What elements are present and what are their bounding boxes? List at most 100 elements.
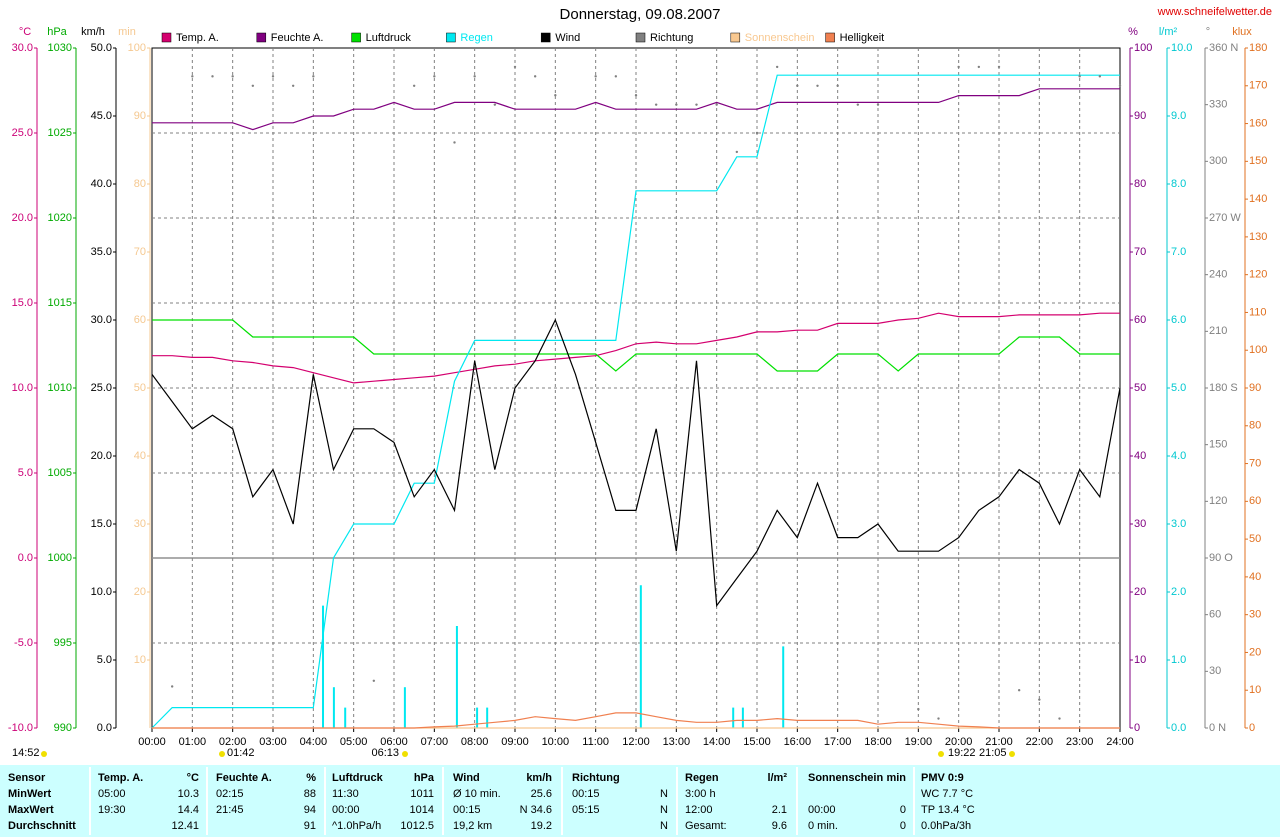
x-tick-label: 02:00	[219, 736, 247, 748]
table-cell: 0.0hPa/3h	[921, 820, 971, 832]
y-tick-label: 40	[1134, 450, 1146, 462]
y-axis-unit: °C	[19, 26, 31, 38]
table-header: l/m²	[767, 772, 787, 784]
direction-dot	[614, 75, 618, 78]
y-tick-label: 15.0	[91, 518, 112, 530]
direction-dot	[493, 103, 497, 106]
table-cell: N	[660, 788, 668, 800]
y-tick-label: 30.0	[91, 314, 112, 326]
y-tick-label: 0 N	[1209, 722, 1226, 734]
y-axis-unit: klux	[1232, 26, 1252, 38]
table-cell: N	[660, 820, 668, 832]
y-tick-label: 5.0	[97, 654, 112, 666]
y-tick-label: 150	[1209, 439, 1227, 451]
annotation: 06:13	[371, 747, 399, 759]
x-tick-label: 03:00	[259, 736, 287, 748]
y-tick-label: 1000	[48, 552, 72, 564]
sun-moon-icon	[402, 751, 408, 757]
legend-label: Sonnenschein	[745, 32, 815, 44]
x-tick-label: 17:00	[824, 736, 852, 748]
direction-dot	[1118, 84, 1122, 87]
x-tick-label: 04:00	[300, 736, 328, 748]
y-tick-label: 1010	[48, 382, 72, 394]
y-tick-label: 100	[128, 42, 146, 54]
legend-label: Richtung	[650, 32, 693, 44]
direction-dot	[836, 84, 839, 87]
direction-dot	[876, 103, 880, 106]
x-tick-label: 18:00	[864, 736, 892, 748]
y-tick-label: 120	[1249, 269, 1267, 281]
y-tick-label: 270 W	[1209, 212, 1241, 224]
y-tick-label: 20.0	[12, 212, 33, 224]
annotation: 14:52	[12, 747, 40, 759]
y-tick-label: 240	[1209, 269, 1227, 281]
x-tick-label: 08:00	[461, 736, 489, 748]
y-tick-label: 60	[1209, 609, 1221, 621]
y-tick-label: 995	[54, 637, 72, 649]
table-cell: MinWert	[8, 788, 52, 800]
table-cell: N 34.6	[520, 804, 552, 816]
legend-swatch	[351, 32, 361, 43]
annotation: 19:22	[948, 747, 976, 759]
direction-dot	[1017, 689, 1021, 692]
y-axis-unit: min	[118, 26, 136, 38]
sun-moon-icon	[938, 751, 944, 757]
y-axis-unit: l/m²	[1159, 26, 1178, 38]
y-tick-label: 1025	[48, 127, 72, 139]
y-tick-label: 20	[134, 586, 146, 598]
y-tick-label: 90	[1134, 110, 1146, 122]
x-tick-label: 05:00	[340, 736, 368, 748]
direction-dot	[634, 94, 638, 97]
sun-moon-icon	[219, 751, 225, 757]
legend-label: Luftdruck	[366, 32, 412, 44]
y-tick-label: 8.0	[1171, 178, 1186, 190]
table-cell: 19.2	[531, 820, 552, 832]
series-line	[152, 712, 1120, 729]
y-tick-label: 1015	[48, 297, 72, 309]
series-line	[151, 318, 1121, 608]
y-tick-label: 50	[1134, 382, 1146, 394]
direction-dot	[291, 84, 295, 87]
y-tick-label: 4.0	[1171, 450, 1186, 462]
direction-dot	[755, 131, 759, 135]
y-tick-label: 50	[134, 382, 146, 394]
y-tick-label: 2.0	[1171, 586, 1186, 598]
table-header: Sonnenschein	[808, 772, 883, 784]
table-cell: 00:15	[572, 788, 600, 800]
direction-dot	[1058, 717, 1061, 720]
y-tick-label: 0.0	[1171, 722, 1186, 734]
table-header: hPa	[414, 772, 435, 784]
direction-dot	[251, 84, 255, 87]
direction-dot	[271, 75, 275, 78]
annotation: 21:05	[979, 747, 1007, 759]
direction-dot	[695, 103, 698, 106]
y-tick-label: 180	[1249, 42, 1267, 54]
table-cell: 9.6	[772, 820, 787, 832]
table-cell: 11:30	[332, 788, 359, 800]
direction-dot	[997, 65, 1001, 69]
y-tick-label: 5.0	[1171, 382, 1186, 394]
direction-dot	[856, 103, 860, 106]
y-tick-label: -5.0	[14, 637, 33, 649]
x-tick-label: 01:00	[179, 736, 207, 748]
table-cell: 19:30	[98, 804, 126, 816]
sun-moon-icon	[41, 751, 47, 757]
y-tick-label: 10	[1249, 684, 1261, 696]
direction-dot	[412, 84, 416, 87]
direction-dot	[554, 94, 557, 97]
table-cell: ^1.0hPa/h	[332, 820, 381, 832]
legend-label: Feuchte A.	[271, 32, 324, 44]
direction-dot	[1078, 75, 1081, 78]
table-cell: 1014	[410, 804, 434, 816]
y-tick-label: 130	[1249, 231, 1267, 243]
y-tick-label: 80	[134, 178, 146, 190]
table-cell: Gesamt:	[685, 820, 727, 832]
table-cell: N	[660, 804, 668, 816]
table-cell: 94	[304, 804, 316, 816]
annotation: 01:42	[227, 747, 255, 759]
x-tick-label: 10:00	[542, 736, 570, 748]
y-tick-label: 140	[1249, 193, 1267, 205]
x-tick-label: 20:00	[945, 736, 973, 748]
table-header: min	[886, 772, 906, 784]
table-cell: 1012.5	[400, 820, 434, 832]
